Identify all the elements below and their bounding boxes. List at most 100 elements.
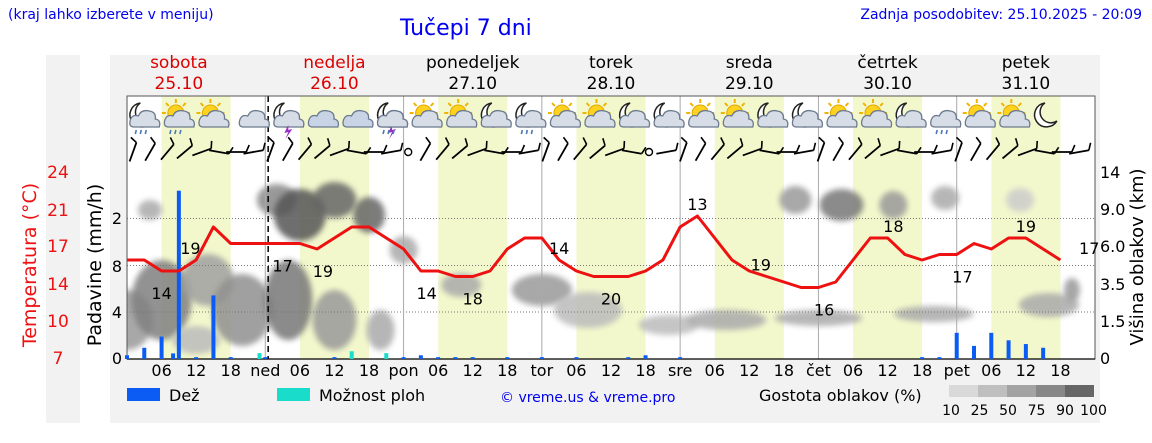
temperature-label: 19 <box>180 239 200 258</box>
page-title: Tučepi 7 dni <box>400 16 532 41</box>
x-tick-label: 12 <box>186 361 206 380</box>
wind-barb <box>243 142 266 155</box>
cloud-density-swatch <box>978 385 1007 397</box>
temperature-label: 19 <box>313 262 333 281</box>
moon-cloud-rain-icon <box>129 102 161 135</box>
cloud-density-area <box>779 186 812 214</box>
x-tick-label: 06 <box>566 361 586 380</box>
rain-bar <box>418 355 423 359</box>
wind-barb <box>914 144 938 153</box>
temperature-label: 16 <box>814 301 834 320</box>
x-tick-label: 06 <box>705 361 725 380</box>
moon-cloud-rain-icon <box>515 102 547 135</box>
day-date: 27.10 <box>448 74 497 94</box>
temperature-tick: 7 <box>53 349 64 369</box>
copyright[interactable]: © vreme.us & vreme.pro <box>500 390 675 406</box>
wind-barb <box>1017 140 1039 157</box>
sun-cloud-icon <box>686 99 720 128</box>
wind-barb <box>864 138 882 160</box>
moon-icon <box>1033 102 1058 128</box>
sun-cloud-icon <box>962 99 996 128</box>
cloud-density-area <box>638 315 699 335</box>
temperature-label: 19 <box>1016 217 1036 236</box>
cloud-density-swatch <box>1065 385 1094 397</box>
rain-bar <box>401 357 406 359</box>
wind-barb <box>793 142 817 155</box>
x-tick-label: 06 <box>428 361 448 380</box>
wind-barb <box>329 140 351 157</box>
wind-barb <box>679 136 688 162</box>
precipitation-tick: 0 <box>112 349 122 368</box>
rain-bar <box>171 353 176 359</box>
cloud-density-area <box>312 290 357 350</box>
cloud-density-area <box>931 186 960 210</box>
cloud-density-area <box>553 292 622 328</box>
rain-bar <box>1023 344 1028 359</box>
wind-barb <box>541 136 551 162</box>
night-band <box>1060 96 1095 359</box>
rain-bar <box>453 357 458 359</box>
x-tick-label: 12 <box>877 361 897 380</box>
day-date: 30.10 <box>863 74 912 94</box>
daytime-band <box>438 96 508 359</box>
wind-barb <box>176 138 194 160</box>
moon-cloud-icon <box>791 102 824 128</box>
cloud-density-area <box>686 310 767 330</box>
cloud-height-tick: 9.0 <box>1100 200 1125 219</box>
rain-bar <box>626 357 631 359</box>
rain-bar <box>436 357 441 359</box>
wind-barb <box>832 136 844 162</box>
rain-bar <box>1006 340 1011 359</box>
temperature-label: 20 <box>601 290 621 309</box>
sun-cloud-rain-icon <box>161 99 196 135</box>
wind-barb <box>467 140 488 157</box>
cloud-icon <box>238 109 270 128</box>
cloud-density-tick: 90 <box>1056 403 1074 419</box>
day-name: petek <box>1002 53 1050 73</box>
x-tick-label: sre <box>668 361 692 380</box>
x-tick-label: pet <box>944 361 970 380</box>
moon-cloud-icon <box>618 102 651 128</box>
wind-barb <box>880 140 901 157</box>
wind-barb <box>1051 144 1076 153</box>
cloud-density-swatch <box>1007 385 1036 397</box>
rain-bar <box>989 332 994 359</box>
day-name: sobota <box>150 53 208 73</box>
wind-barb <box>557 136 569 162</box>
rain-bar <box>574 357 579 359</box>
wind-barb <box>604 140 626 157</box>
wind-barb <box>644 147 654 157</box>
cloud-density-tick: 100 <box>1080 403 1107 419</box>
temperature-tick: 14 <box>47 275 69 295</box>
cloud-density-area <box>1006 188 1035 212</box>
rain-bar <box>332 357 337 359</box>
clouds-icon <box>307 109 340 128</box>
cloud-density-area <box>312 182 357 218</box>
x-tick-label: 12 <box>601 361 621 380</box>
wind-barb <box>656 142 679 155</box>
x-tick-label: 06 <box>843 361 863 380</box>
sun-cloud-icon <box>547 99 582 128</box>
wind-barb <box>297 137 313 161</box>
temperature-label: 18 <box>883 217 903 236</box>
x-tick-label: 12 <box>324 361 344 380</box>
temperature-label: 14 <box>416 284 436 303</box>
moon-cloud-icon <box>895 102 927 128</box>
day-date: 29.10 <box>725 74 774 94</box>
wind-barb <box>954 136 963 162</box>
x-tick-label: 06 <box>981 361 1001 380</box>
moon-cloud-lightning-icon <box>273 102 305 139</box>
x-tick-label: 12 <box>739 361 759 380</box>
temperature-axis-label: Temperatura (°C) <box>19 183 41 348</box>
x-tick-label: 06 <box>151 361 171 380</box>
day-name: četrtek <box>857 53 918 73</box>
cloud-density-area <box>1063 278 1080 302</box>
rain-bar <box>125 355 129 359</box>
wind-barb <box>160 137 175 161</box>
storm-legend-swatch <box>277 388 310 401</box>
wind-barb <box>931 142 954 155</box>
rain-bar <box>263 357 268 359</box>
x-tick-label: ned <box>250 361 280 380</box>
cloud-density-swatch <box>949 385 978 397</box>
rain-bar <box>920 357 925 359</box>
